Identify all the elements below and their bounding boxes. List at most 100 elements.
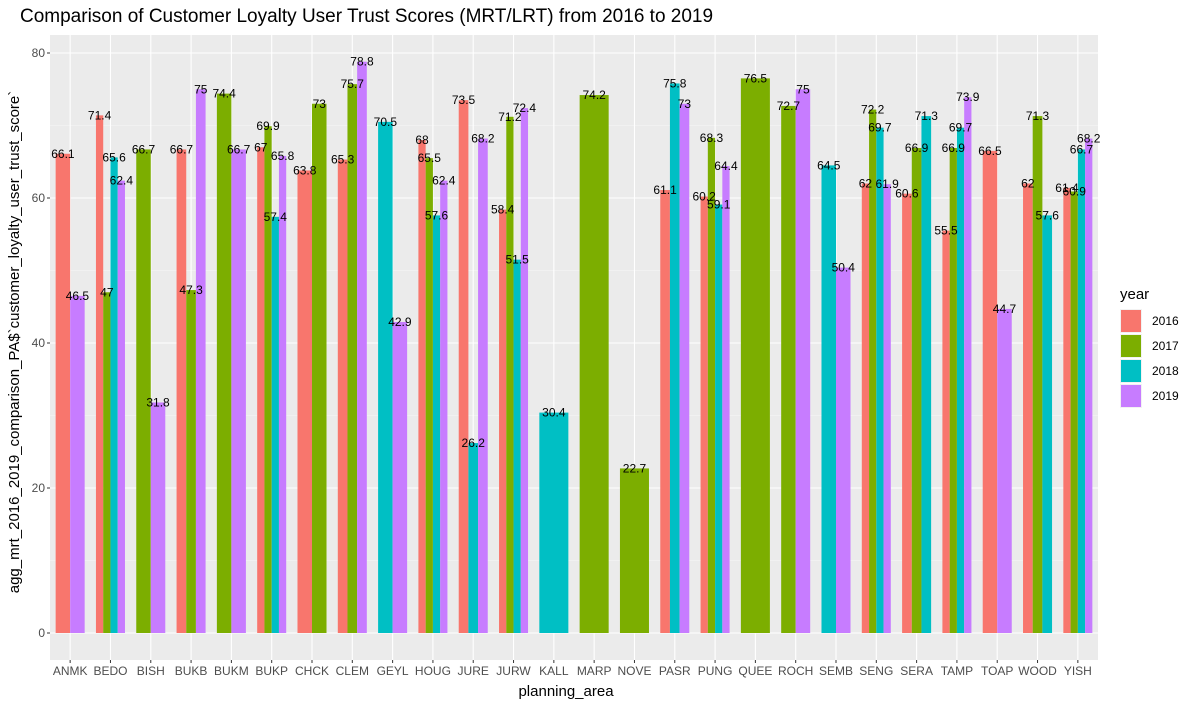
x-tick-label: BISH — [137, 664, 165, 678]
data-label-HOUG-2018: 57.6 — [425, 208, 449, 222]
data-label-SEMB-2018: 64.5 — [817, 158, 841, 172]
bar-JURW-2019 — [520, 108, 529, 634]
bar-SERA-2018 — [921, 116, 932, 633]
bar-CLEM-2017 — [347, 84, 358, 634]
data-label-YISH-2019: 68.2 — [1077, 132, 1101, 146]
bar-CLEM-2019 — [357, 61, 367, 633]
legend: year 2016 2017 2018 2019 — [1120, 286, 1179, 408]
data-label-CLEM-2017: 75.7 — [341, 77, 365, 91]
data-label-JURE-2016: 73.5 — [452, 93, 476, 107]
data-label-YISH-2018: 66.7 — [1070, 142, 1094, 156]
bar-JURW-2018 — [513, 259, 521, 633]
bar-HOUG-2019 — [440, 180, 448, 633]
data-label-WOOD-2016: 62 — [1021, 177, 1035, 191]
legend-key-2017 — [1121, 335, 1141, 357]
data-label-JURE-2018: 26.2 — [462, 436, 486, 450]
x-tick-label: TAMP — [941, 664, 973, 678]
data-label-HOUG-2017: 65.5 — [418, 151, 442, 165]
bar-BEDO-2018 — [110, 157, 118, 633]
data-label-JURW-2017: 71.2 — [498, 110, 522, 124]
data-label-HOUG-2016: 68 — [415, 133, 429, 147]
panel-background — [50, 35, 1098, 660]
data-label-SEMB-2019: 50.4 — [832, 261, 856, 275]
bar-JURE-2019 — [478, 138, 488, 634]
data-label-TAMP-2018: 69.7 — [949, 121, 973, 135]
bar-BUKB-2019 — [195, 89, 206, 633]
data-label-BEDO-2019: 62.4 — [110, 174, 134, 188]
data-label-SENG-2019: 61.9 — [876, 177, 900, 191]
data-label-WOOD-2017: 71.3 — [1026, 109, 1050, 123]
y-tick-label: 40 — [32, 336, 46, 350]
data-label-BUKM-2017: 74.4 — [212, 87, 236, 101]
x-tick-label: SENG — [859, 664, 893, 678]
data-label-TAMP-2016: 55.5 — [934, 224, 958, 238]
bar-WOOD-2017 — [1032, 116, 1043, 633]
bar-BEDO-2019 — [117, 180, 125, 633]
bar-SENG-2019 — [883, 184, 891, 633]
x-tick-label: JURW — [496, 664, 531, 678]
bar-CHCK-2017 — [312, 103, 327, 633]
data-label-ANMK-2019: 46.5 — [66, 289, 90, 303]
bar-CHCK-2016 — [297, 170, 312, 633]
x-tick-label: BEDO — [93, 664, 127, 678]
bar-GEYL-2018 — [378, 121, 393, 633]
data-label-CHCK-2017: 73 — [313, 97, 327, 111]
x-axis-title: planning_area — [518, 683, 614, 700]
legend-title: year — [1120, 286, 1149, 303]
bar-NOVE-2017 — [619, 468, 649, 633]
bar-YISH-2017 — [1070, 191, 1078, 633]
bar-SEMB-2018 — [821, 165, 836, 633]
data-label-SERA-2017: 66.9 — [905, 141, 929, 155]
bar-PUNG-2017 — [707, 137, 716, 633]
data-label-BISH-2017: 66.7 — [132, 142, 156, 156]
bar-ANMK-2019 — [70, 295, 85, 633]
bar-HOUG-2018 — [432, 215, 441, 633]
bar-SERA-2016 — [902, 193, 912, 633]
data-label-PASR-2016: 61.1 — [653, 183, 677, 197]
bar-JURW-2016 — [499, 209, 507, 633]
data-label-ROCH-2017: 72.7 — [777, 99, 801, 113]
bar-HOUG-2016 — [418, 140, 426, 633]
bar-YISH-2016 — [1063, 187, 1071, 633]
bar-SEMB-2019 — [836, 267, 851, 633]
bar-BISH-2019 — [150, 402, 166, 633]
data-label-ROCH-2019: 75 — [796, 82, 810, 96]
bar-PUNG-2019 — [722, 166, 730, 633]
bar-PASR-2018 — [669, 83, 680, 633]
bar-BUKP-2016 — [257, 147, 265, 633]
data-label-BEDO-2018: 65.6 — [102, 150, 126, 164]
x-tick-label: BUKP — [255, 664, 288, 678]
data-label-BUKM-2019: 66.7 — [227, 142, 251, 156]
bar-GEYL-2019 — [392, 321, 408, 633]
bar-PASR-2019 — [679, 103, 690, 633]
bar-QUEE-2017 — [740, 78, 770, 633]
data-label-SERA-2018: 71.3 — [915, 109, 939, 123]
data-label-TOAP-2016: 66.5 — [978, 144, 1002, 158]
data-label-TAMP-2017: 66.9 — [942, 141, 966, 155]
data-label-PASR-2019: 73 — [678, 97, 692, 111]
data-label-BUKB-2019: 75 — [194, 82, 208, 96]
x-tick-label: YISH — [1064, 664, 1092, 678]
data-label-BEDO-2016: 71.4 — [88, 108, 112, 122]
bar-BUKP-2017 — [264, 126, 272, 633]
y-tick-label: 60 — [32, 191, 46, 205]
data-label-BUKB-2016: 66.7 — [170, 142, 194, 156]
x-tick-label: WOOD — [1018, 664, 1057, 678]
data-label-BUKP-2019: 65.8 — [271, 149, 295, 163]
bar-SERA-2017 — [911, 147, 922, 633]
y-axis-title: agg_mrt_2016_2019_comparison_PA$`custome… — [6, 91, 23, 594]
x-tick-label: GEYL — [377, 664, 409, 678]
legend-key-2019 — [1121, 385, 1141, 407]
bar-TAMP-2018 — [956, 127, 965, 634]
x-tick-label: QUEE — [738, 664, 772, 678]
x-tick-label: PASR — [659, 664, 691, 678]
data-label-SERA-2016: 60.6 — [895, 187, 919, 201]
legend-label-2018: 2018 — [1152, 364, 1179, 378]
bar-BEDO-2016 — [95, 115, 104, 634]
data-label-PUNG-2019: 64.4 — [714, 159, 738, 173]
data-label-PASR-2018: 75.8 — [663, 76, 687, 90]
x-tick-label: CLEM — [336, 664, 369, 678]
x-tick-label: BUKB — [175, 664, 208, 678]
x-tick-label: NOVE — [617, 664, 651, 678]
data-label-SENG-2016: 62 — [859, 177, 873, 191]
